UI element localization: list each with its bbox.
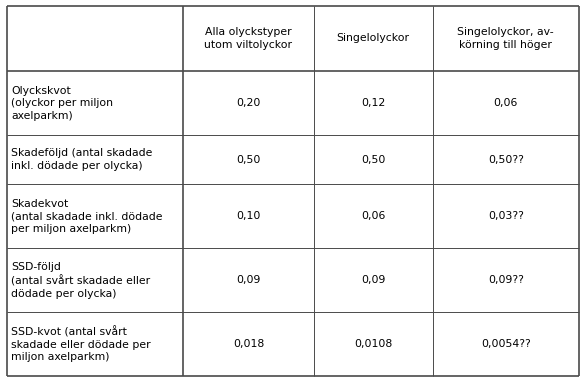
Text: 0,09??: 0,09?? — [488, 275, 524, 285]
Text: 0,09: 0,09 — [361, 275, 385, 285]
Text: SSD-kvot (antal svårt
skadade eller dödade per
miljon axelparkm): SSD-kvot (antal svårt skadade eller döda… — [11, 326, 151, 362]
Text: Singelolyckor: Singelolyckor — [336, 34, 410, 43]
Text: 0,50??: 0,50?? — [488, 155, 524, 165]
Text: 0,20: 0,20 — [236, 98, 261, 108]
Text: 0,06: 0,06 — [493, 98, 518, 108]
Text: 0,0054??: 0,0054?? — [481, 339, 531, 349]
Text: Skadekvot
(antal skadade inkl. dödade
per miljon axelparkm): Skadekvot (antal skadade inkl. dödade pe… — [11, 199, 163, 234]
Text: SSD-följd
(antal svårt skadade eller
dödade per olycka): SSD-följd (antal svårt skadade eller död… — [11, 262, 150, 299]
Text: 0,50: 0,50 — [236, 155, 261, 165]
Text: 0,06: 0,06 — [361, 211, 385, 221]
Text: 0,50: 0,50 — [361, 155, 385, 165]
Text: Singelolyckor, av-
körning till höger: Singelolyckor, av- körning till höger — [458, 27, 554, 50]
Text: 0,09: 0,09 — [236, 275, 261, 285]
Text: 0,0108: 0,0108 — [354, 339, 392, 349]
Text: 0,03??: 0,03?? — [488, 211, 524, 221]
Text: 0,018: 0,018 — [233, 339, 264, 349]
Text: Skadeföljd (antal skadade
inkl. dödade per olycka): Skadeföljd (antal skadade inkl. dödade p… — [11, 149, 152, 171]
Text: 0,12: 0,12 — [361, 98, 385, 108]
Text: 0,10: 0,10 — [236, 211, 261, 221]
Text: Alla olyckstyper
utom viltolyckor: Alla olyckstyper utom viltolyckor — [205, 27, 292, 50]
Text: Olyckskvot
(olyckor per miljon
axelparkm): Olyckskvot (olyckor per miljon axelparkm… — [11, 86, 113, 120]
